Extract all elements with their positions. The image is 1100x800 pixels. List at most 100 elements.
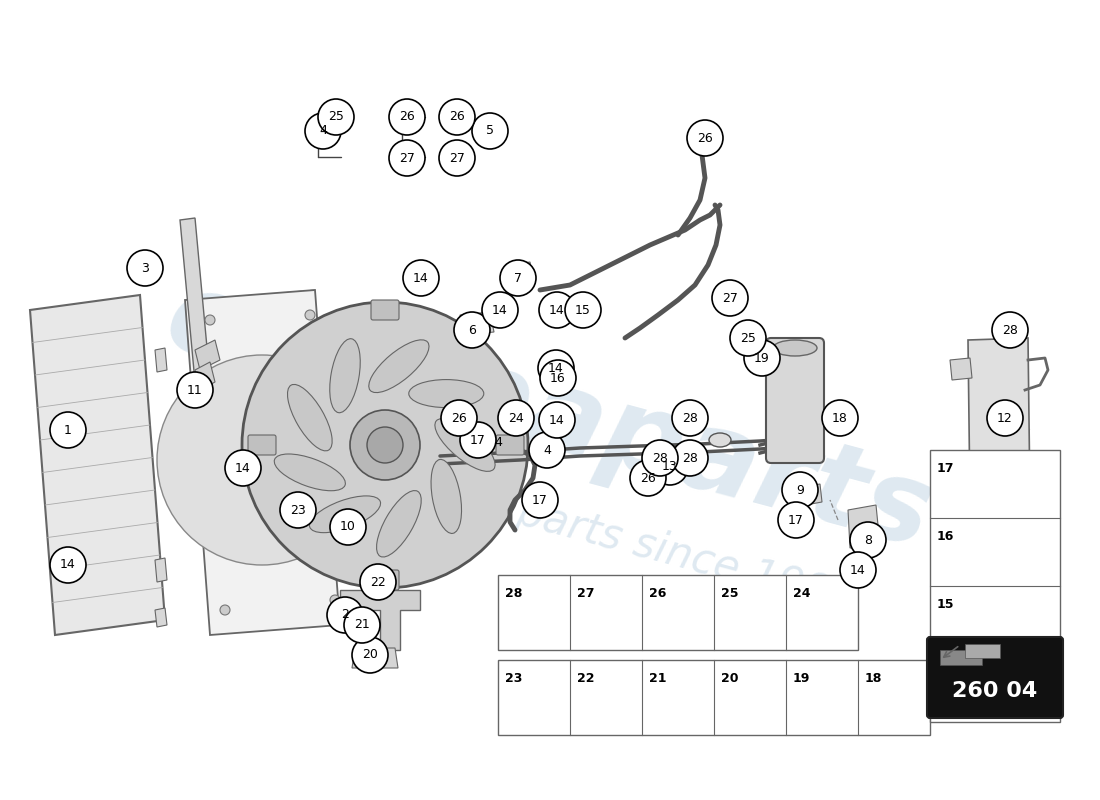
Text: 28: 28 bbox=[682, 411, 697, 425]
FancyBboxPatch shape bbox=[371, 570, 399, 590]
Polygon shape bbox=[185, 290, 340, 635]
Text: 14: 14 bbox=[937, 666, 955, 679]
Polygon shape bbox=[195, 362, 214, 390]
Text: 22: 22 bbox=[370, 575, 386, 589]
Ellipse shape bbox=[710, 433, 732, 447]
Text: 5: 5 bbox=[486, 125, 494, 138]
Text: 15: 15 bbox=[575, 303, 591, 317]
Text: 5: 5 bbox=[454, 118, 462, 131]
Text: 3: 3 bbox=[141, 262, 149, 274]
Polygon shape bbox=[30, 295, 165, 635]
Circle shape bbox=[441, 400, 477, 436]
Ellipse shape bbox=[431, 459, 462, 534]
Circle shape bbox=[439, 99, 475, 135]
Text: 9: 9 bbox=[795, 486, 803, 498]
Text: 20: 20 bbox=[720, 672, 738, 685]
Text: 27: 27 bbox=[399, 151, 415, 165]
Text: 25: 25 bbox=[328, 110, 344, 123]
Circle shape bbox=[318, 99, 354, 135]
Text: 15: 15 bbox=[937, 598, 955, 611]
Polygon shape bbox=[798, 484, 822, 506]
Polygon shape bbox=[155, 608, 167, 627]
Circle shape bbox=[350, 410, 420, 480]
Circle shape bbox=[50, 412, 86, 448]
FancyBboxPatch shape bbox=[248, 435, 276, 455]
Text: 12: 12 bbox=[997, 411, 1013, 425]
Polygon shape bbox=[460, 312, 494, 335]
Circle shape bbox=[389, 140, 425, 176]
FancyBboxPatch shape bbox=[371, 300, 399, 320]
Circle shape bbox=[472, 113, 508, 149]
Circle shape bbox=[403, 260, 439, 296]
Text: 13: 13 bbox=[661, 458, 676, 471]
Polygon shape bbox=[848, 505, 880, 548]
Text: 17: 17 bbox=[937, 462, 955, 475]
Polygon shape bbox=[950, 463, 972, 485]
Text: 28: 28 bbox=[505, 587, 522, 600]
Polygon shape bbox=[352, 648, 398, 668]
Text: europaparts: europaparts bbox=[155, 261, 945, 571]
Circle shape bbox=[778, 502, 814, 538]
Circle shape bbox=[992, 312, 1028, 348]
Circle shape bbox=[538, 350, 574, 386]
Text: 4: 4 bbox=[319, 125, 327, 138]
Text: 17: 17 bbox=[470, 434, 486, 446]
Circle shape bbox=[157, 355, 367, 565]
Circle shape bbox=[539, 292, 575, 328]
Ellipse shape bbox=[330, 338, 360, 413]
Circle shape bbox=[242, 302, 528, 588]
Circle shape bbox=[500, 260, 536, 296]
Ellipse shape bbox=[274, 454, 345, 490]
Circle shape bbox=[305, 113, 341, 149]
Text: 28: 28 bbox=[652, 451, 668, 465]
Circle shape bbox=[305, 310, 315, 320]
Text: 16: 16 bbox=[550, 371, 565, 385]
Text: 24: 24 bbox=[793, 587, 811, 600]
Circle shape bbox=[850, 522, 886, 558]
Circle shape bbox=[840, 552, 876, 588]
Text: 27: 27 bbox=[449, 151, 465, 165]
FancyBboxPatch shape bbox=[930, 450, 1060, 722]
Circle shape bbox=[389, 99, 425, 135]
Text: 28: 28 bbox=[1002, 323, 1018, 337]
Circle shape bbox=[730, 320, 766, 356]
Text: 7: 7 bbox=[514, 271, 522, 285]
Text: 22: 22 bbox=[578, 672, 594, 685]
Circle shape bbox=[529, 432, 565, 468]
Text: 17: 17 bbox=[532, 494, 548, 506]
Text: 14: 14 bbox=[549, 303, 565, 317]
Text: 1: 1 bbox=[64, 423, 72, 437]
Circle shape bbox=[642, 440, 678, 476]
FancyBboxPatch shape bbox=[927, 637, 1063, 718]
Text: 27: 27 bbox=[578, 587, 594, 600]
Ellipse shape bbox=[376, 490, 421, 557]
Circle shape bbox=[744, 340, 780, 376]
Circle shape bbox=[454, 312, 490, 348]
Circle shape bbox=[344, 607, 380, 643]
Text: 17: 17 bbox=[788, 514, 804, 526]
Circle shape bbox=[280, 492, 316, 528]
Text: 14: 14 bbox=[850, 563, 866, 577]
Text: 27: 27 bbox=[722, 291, 738, 305]
Circle shape bbox=[177, 372, 213, 408]
Polygon shape bbox=[856, 545, 870, 570]
Polygon shape bbox=[180, 218, 210, 382]
Text: 14: 14 bbox=[414, 271, 429, 285]
Text: 14: 14 bbox=[549, 414, 565, 426]
Text: 8: 8 bbox=[865, 541, 873, 554]
Text: 25: 25 bbox=[740, 331, 756, 345]
Circle shape bbox=[220, 605, 230, 615]
Text: 4: 4 bbox=[494, 437, 502, 450]
FancyBboxPatch shape bbox=[496, 435, 524, 455]
Text: 11: 11 bbox=[187, 383, 202, 397]
Text: 24: 24 bbox=[508, 411, 524, 425]
Text: 11: 11 bbox=[185, 382, 201, 394]
Text: 26: 26 bbox=[449, 110, 465, 123]
Circle shape bbox=[987, 400, 1023, 436]
Text: 9: 9 bbox=[796, 483, 804, 497]
Text: 21: 21 bbox=[649, 672, 667, 685]
Text: a passion for parts since 1985: a passion for parts since 1985 bbox=[241, 418, 859, 622]
Circle shape bbox=[367, 427, 403, 463]
Text: 14: 14 bbox=[60, 558, 76, 571]
Circle shape bbox=[822, 400, 858, 436]
